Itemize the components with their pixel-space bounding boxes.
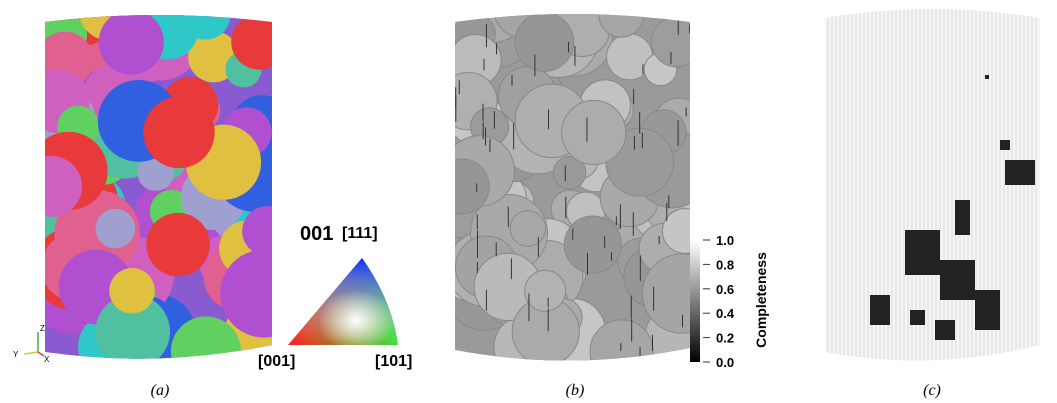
axis-label: Z — [40, 324, 45, 333]
grain — [590, 320, 653, 383]
ipf-triangle: 001 [111] [001] [101] — [258, 223, 412, 370]
colorbar-label: Completeness — [753, 252, 769, 348]
colorbar-tick-label: 0.0 — [716, 355, 734, 370]
caption: (b) — [566, 382, 585, 399]
ipf-corner: [101] — [375, 353, 412, 370]
grain — [220, 249, 308, 337]
grain — [652, 17, 702, 67]
grain — [562, 100, 626, 164]
grain — [171, 316, 241, 386]
void — [1000, 140, 1010, 150]
void — [955, 200, 970, 235]
axis-triad: Z Y X — [13, 324, 50, 364]
void — [1005, 160, 1035, 185]
void — [935, 320, 955, 340]
grain — [515, 13, 574, 72]
ipf-corner: [111] — [342, 225, 378, 242]
caption: (a) — [151, 382, 170, 399]
grain — [434, 159, 489, 214]
colorbar — [690, 240, 700, 362]
colorbar-tick-label: 0.4 — [716, 306, 735, 321]
void — [910, 310, 925, 325]
grain — [564, 216, 621, 273]
axis-y — [24, 352, 38, 354]
colorbar-tick-label: 0.2 — [716, 331, 734, 346]
axis-label: X — [44, 355, 50, 364]
grain — [21, 156, 82, 217]
void — [985, 75, 989, 79]
caption: (c) — [923, 382, 941, 399]
axis-label: Y — [13, 350, 19, 359]
colorbar-ticks: 1.0 0.8 0.6 0.4 0.2 0.0 — [703, 233, 735, 370]
grain — [510, 211, 546, 247]
void — [905, 230, 940, 275]
grain — [231, 14, 287, 70]
grain — [109, 268, 155, 314]
ipf-corner: [001] — [258, 353, 295, 370]
grain — [242, 206, 292, 256]
grain — [96, 209, 136, 249]
colorbar-tick-label: 0.6 — [716, 282, 734, 297]
colorbar-tick-label: 1.0 — [716, 233, 734, 248]
page: Z Y X 001 [111] [001] [101] 1.0 0.8 0.6 0.4… — [0, 0, 1057, 403]
grain — [143, 97, 214, 168]
void-map — [820, 0, 1045, 375]
colorbar-tick-label: 0.8 — [716, 257, 734, 272]
grain — [662, 209, 707, 254]
grain — [146, 213, 210, 277]
completeness-map — [423, 0, 726, 383]
grain — [99, 10, 164, 75]
void — [975, 290, 1000, 330]
ipf-fill — [288, 258, 398, 345]
grain — [642, 254, 721, 333]
grain — [525, 270, 566, 311]
void — [940, 260, 975, 300]
ipf-title: 001 — [300, 223, 333, 245]
grain-map — [9, 0, 313, 386]
figure: Z Y X 001 [111] [001] [101] 1.0 0.8 0.6 0.4… — [0, 0, 1057, 403]
void — [870, 295, 890, 325]
